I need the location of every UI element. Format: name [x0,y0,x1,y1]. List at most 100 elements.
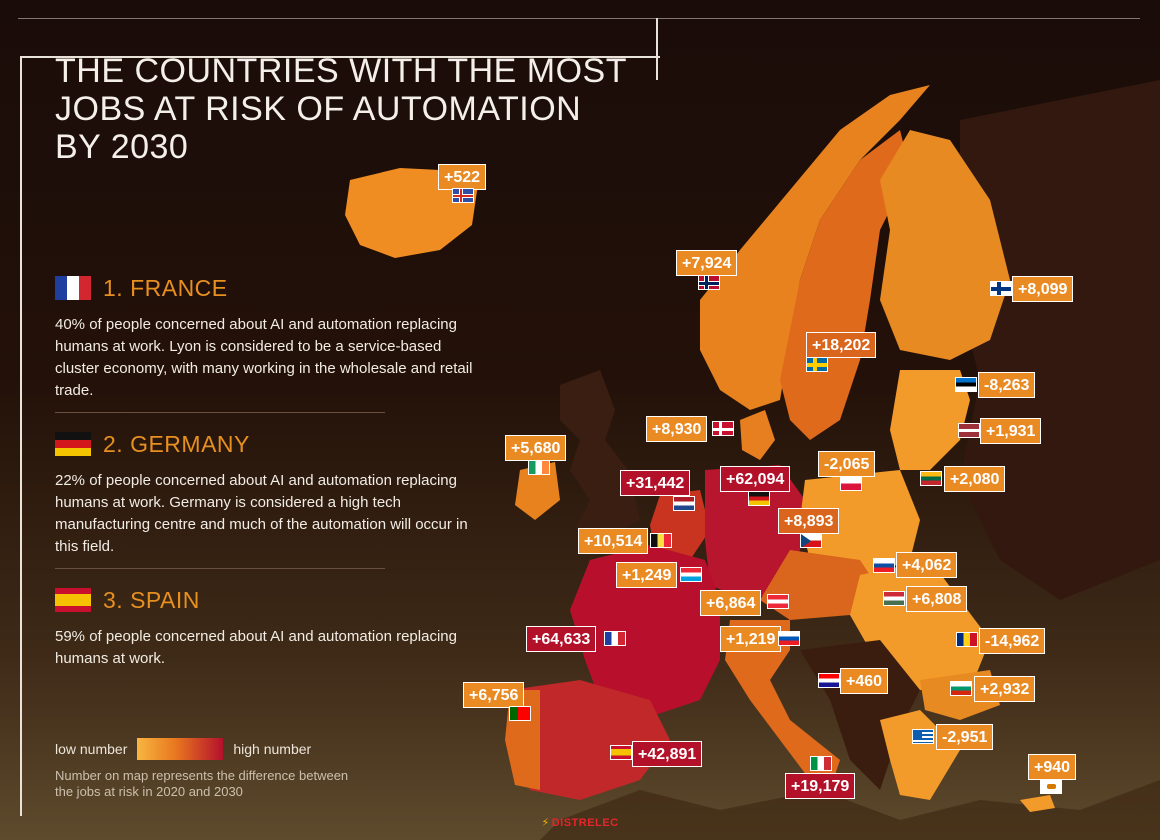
norway-flag [698,275,720,290]
frame-line-top [20,56,660,58]
country-value-label: +522 [438,164,487,190]
legend-note: Number on map represents the difference … [55,768,349,799]
slovenia-flag [778,631,800,646]
italy-flag [810,756,832,771]
lithuania-flag [920,471,942,486]
country-value-label: +8,893 [778,508,840,534]
legend-gradient [137,738,224,760]
divider [55,412,385,413]
page-title: THE COUNTRIES WITH THE MOST JOBS AT RISK… [55,52,695,166]
finland-flag [990,281,1012,296]
rank-title: 2. GERMANY [103,430,250,457]
rank-description: 59% of people concerned about AI and aut… [55,628,457,667]
rank-description: 22% of people concerned about AI and aut… [55,472,468,555]
country-value-label: +6,756 [463,682,525,708]
belgium-flag [650,533,672,548]
legend-high-label: high number [233,741,312,757]
baltics-shape [890,370,970,470]
country-value-label: +62,094 [720,466,791,492]
hungary-flag [883,591,905,606]
country-value-label: +1,219 [720,626,782,652]
romania-flag [956,632,978,647]
iberia-shape [510,680,670,800]
estonia-flag [955,377,977,392]
bulgaria-flag [950,681,972,696]
poland-shape [800,470,920,575]
background-land [540,780,1160,840]
country-value-label: +460 [840,668,889,694]
bolt-icon: ⚡ [541,817,550,829]
title-line: JOBS AT RISK OF AUTOMATION [55,90,582,128]
germany-shape [705,465,805,600]
spain-flag [610,745,632,760]
czech-flag [800,533,822,548]
country-value-label: +2,080 [944,466,1006,492]
uk-shape [560,370,640,535]
country-value-label: -2,065 [818,451,876,477]
germany-flag [55,432,91,456]
rank-entry-spain: 3. SPAIN 59% of people concerned about A… [55,586,475,670]
country-value-label: +4,062 [896,552,958,578]
rank-description: 40% of people concerned about AI and aut… [55,316,473,399]
country-value-label: -2,951 [936,724,994,750]
finland-shape [880,130,1010,360]
ireland-shape [515,462,560,520]
ireland-flag [528,460,550,475]
cyprus-flag [1040,779,1062,794]
sweden-flag [806,357,828,372]
divider [55,568,385,569]
country-value-label: +1,249 [616,562,678,588]
country-value-label: -14,962 [979,628,1046,654]
country-value-label: -8,263 [978,372,1036,398]
cyprus-shape [1020,795,1055,812]
country-value-label: +18,202 [806,332,877,358]
poland-flag [840,476,862,491]
country-value-label: +6,808 [906,586,968,612]
legend-low-label: low number [55,741,128,757]
country-value-label: +5,680 [505,435,567,461]
country-value-label: +8,930 [646,416,708,442]
country-value-label: +64,633 [526,626,597,652]
latvia-flag [958,423,980,438]
central-shape [760,550,880,620]
brand-logo: ⚡ DISTRELEC [0,816,1160,829]
spain-flag [55,588,91,612]
frame-line-vertical-accent [656,18,658,80]
frame-line-left [20,56,22,816]
iceland-shape [345,168,478,258]
denmark-shape [740,410,775,460]
luxembourg-flag [680,567,702,582]
croatia-flag [818,673,840,688]
netherlands-flag [673,496,695,511]
france-flag [604,631,626,646]
greece-flag [912,729,934,744]
country-value-label: +7,924 [676,250,738,276]
country-value-label: +8,099 [1012,276,1074,302]
norway-shape [700,85,930,410]
title-line: THE COUNTRIES WITH THE MOST [55,52,627,90]
legend: low number high number Number on map rep… [55,738,355,800]
country-value-label: +2,932 [974,676,1036,702]
title-line: BY 2030 [55,128,189,166]
rank-entry-france: 1. FRANCE 40% of people concerned about … [55,274,475,402]
denmark-flag [712,421,734,436]
country-value-label: +42,891 [632,741,703,767]
portugal-flag [509,706,531,721]
rank-title: 1. FRANCE [103,274,228,301]
country-value-label: +19,179 [785,773,856,799]
country-value-label: +1,931 [980,418,1042,444]
country-value-label: +31,442 [620,470,691,496]
rank-title: 3. SPAIN [103,586,200,613]
iceland-flag [452,188,474,203]
country-value-label: +10,514 [578,528,649,554]
rank-entry-germany: 2. GERMANY 22% of people concerned about… [55,430,475,558]
country-value-label: +940 [1028,754,1077,780]
frame-line-top-right [18,18,1140,19]
background-land-east [960,80,1160,600]
france-flag [55,276,91,300]
country-value-label: +6,864 [700,590,762,616]
france-shape [570,545,720,720]
austria-flag [767,594,789,609]
